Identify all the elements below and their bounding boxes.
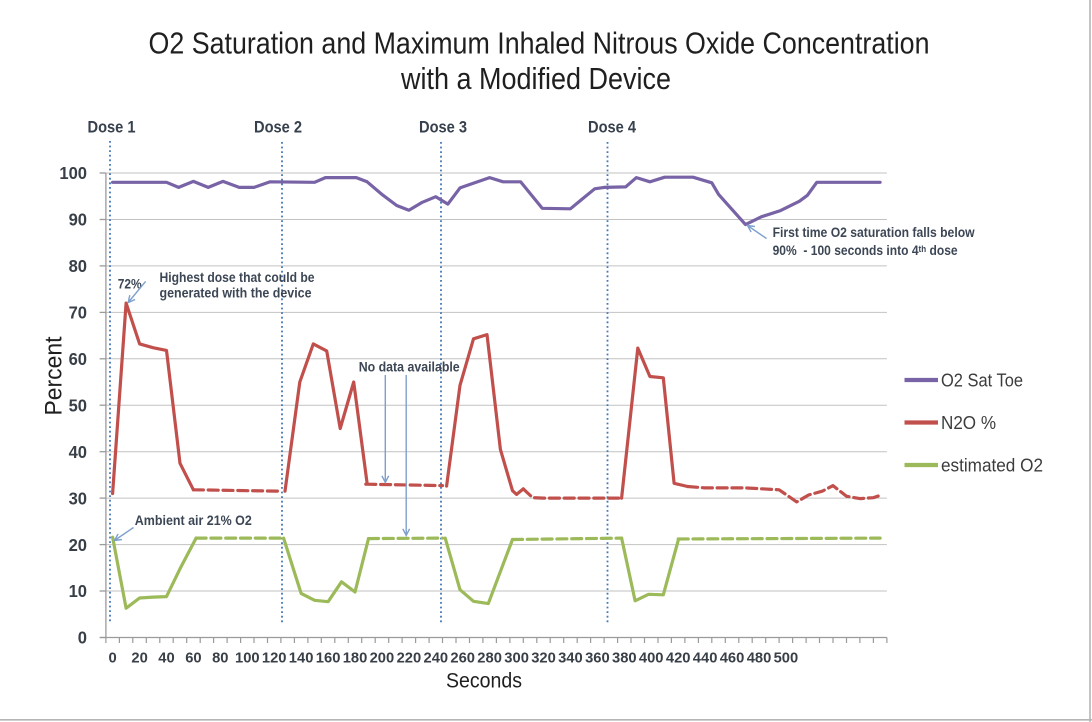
svg-text:estimated O2: estimated O2 — [941, 456, 1043, 476]
svg-text:Dose 2: Dose 2 — [254, 119, 302, 137]
svg-text:180: 180 — [343, 650, 368, 667]
svg-text:50: 50 — [69, 395, 88, 415]
svg-text:300: 300 — [504, 650, 529, 667]
svg-text:30: 30 — [69, 488, 88, 508]
svg-text:0: 0 — [78, 628, 87, 648]
svg-text:40: 40 — [69, 442, 88, 462]
svg-text:320: 320 — [531, 650, 556, 667]
svg-text:280: 280 — [477, 650, 502, 667]
svg-text:Dose 3: Dose 3 — [419, 119, 467, 137]
svg-text:80: 80 — [69, 256, 88, 276]
svg-text:Percent: Percent — [41, 336, 68, 415]
svg-text:N2O %: N2O % — [941, 413, 996, 433]
svg-text:340: 340 — [558, 650, 583, 667]
svg-text:60: 60 — [69, 349, 88, 369]
svg-text:0: 0 — [109, 650, 117, 667]
svg-text:Seconds: Seconds — [446, 670, 522, 693]
svg-text:40: 40 — [158, 650, 174, 667]
svg-text:Dose 4: Dose 4 — [588, 119, 637, 137]
svg-text:400: 400 — [639, 650, 664, 667]
svg-text:420: 420 — [666, 650, 691, 667]
svg-text:360: 360 — [585, 650, 610, 667]
svg-text:80: 80 — [212, 650, 228, 667]
svg-text:380: 380 — [612, 650, 637, 667]
svg-text:10: 10 — [69, 581, 88, 601]
svg-text:480: 480 — [747, 650, 772, 667]
svg-text:200: 200 — [370, 650, 395, 667]
svg-text:No data available: No data available — [359, 360, 460, 375]
svg-text:O2 Sat Toe: O2 Sat Toe — [941, 371, 1023, 391]
svg-text:First time O2 saturation falls: First time O2 saturation falls below — [773, 225, 975, 240]
svg-text:460: 460 — [720, 650, 745, 667]
svg-text:70: 70 — [69, 303, 88, 323]
svg-text:Dose 1: Dose 1 — [88, 119, 136, 137]
svg-text:72%: 72% — [118, 276, 142, 292]
svg-text:500: 500 — [774, 650, 799, 667]
svg-text:220: 220 — [397, 650, 422, 667]
svg-text:with a Modified Device: with a Modified Device — [400, 61, 671, 96]
svg-text:90: 90 — [69, 210, 88, 230]
svg-text:260: 260 — [450, 650, 475, 667]
svg-text:120: 120 — [262, 650, 287, 667]
svg-text:60: 60 — [185, 650, 201, 667]
svg-text:20: 20 — [131, 650, 147, 667]
svg-text:O2 Saturation and Maximum Inha: O2 Saturation and Maximum Inhaled Nitrou… — [149, 26, 930, 61]
svg-text:160: 160 — [316, 650, 341, 667]
svg-text:240: 240 — [424, 650, 449, 667]
svg-text:generated with the device: generated with the device — [160, 286, 312, 301]
svg-text:100: 100 — [59, 163, 87, 183]
svg-text:440: 440 — [693, 650, 718, 667]
svg-text:100: 100 — [235, 650, 260, 667]
svg-text:90% - 100 seconds into 4th do: 90% - 100 seconds into 4th dose — [773, 243, 958, 258]
svg-text:Highest dose that could be: Highest dose that could be — [160, 270, 315, 285]
svg-text:20: 20 — [69, 535, 88, 555]
svg-text:Ambient air 21% O2: Ambient air 21% O2 — [135, 513, 252, 528]
svg-text:140: 140 — [289, 650, 314, 667]
